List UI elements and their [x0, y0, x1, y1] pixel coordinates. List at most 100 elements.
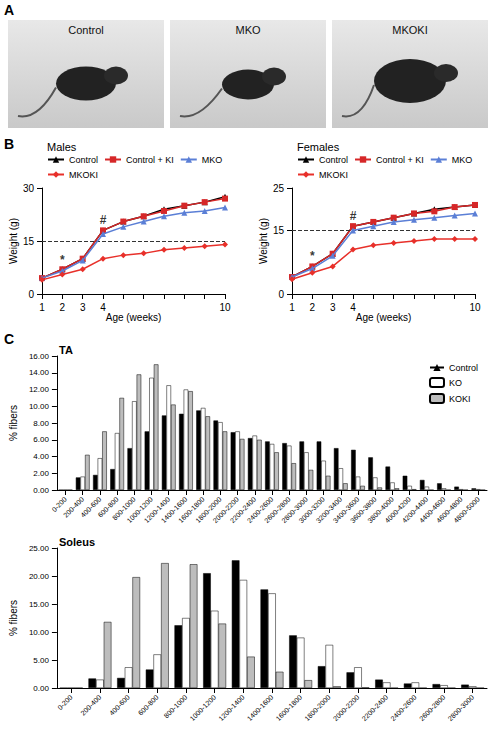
svg-text:4000-4200: 4000-4200 — [383, 495, 413, 525]
svg-text:4: 4 — [100, 302, 106, 313]
svg-text:3200-3400: 3200-3400 — [314, 495, 344, 525]
svg-text:4.00: 4.00 — [33, 452, 49, 461]
svg-text:3800-4000: 3800-4000 — [366, 495, 395, 525]
svg-text:6.00: 6.00 — [33, 435, 49, 444]
svg-text:2600-2800: 2600-2800 — [263, 495, 292, 525]
svg-text:12.00: 12.00 — [29, 385, 50, 394]
svg-text:Females: Females — [297, 141, 340, 153]
svg-text:1000-1200: 1000-1200 — [125, 495, 154, 525]
svg-text:4400-4600: 4400-4600 — [417, 495, 447, 525]
svg-text:5.00: 5.00 — [33, 656, 49, 665]
svg-text:0: 0 — [28, 289, 34, 300]
svg-text:800-1000: 800-1000 — [111, 495, 137, 522]
svg-text:1800-2000: 1800-2000 — [303, 693, 332, 722]
svg-text:MKO: MKO — [452, 155, 473, 165]
svg-text:4200-4400: 4200-4400 — [400, 495, 430, 525]
svg-text:2: 2 — [310, 302, 316, 313]
svg-text:2200-2400: 2200-2400 — [361, 693, 390, 722]
svg-text:0.00: 0.00 — [33, 486, 49, 495]
svg-text:0: 0 — [278, 289, 284, 300]
svg-text:2200-2400: 2200-2400 — [228, 495, 258, 525]
svg-text:0-200: 0-200 — [56, 693, 74, 711]
svg-text:1600-1800: 1600-1800 — [275, 693, 304, 722]
svg-text:2800-3000: 2800-3000 — [447, 693, 476, 722]
svg-text:0.00: 0.00 — [33, 684, 49, 693]
html-text:A: A — [4, 2, 15, 18]
svg-text:Age (weeks): Age (weeks) — [356, 312, 412, 323]
svg-text:0-200: 0-200 — [50, 495, 68, 514]
svg-text:MKOKI: MKOKI — [69, 170, 98, 180]
svg-text:TA: TA — [59, 344, 73, 356]
svg-text:3400-3600: 3400-3600 — [331, 495, 361, 525]
svg-text:600-800: 600-800 — [96, 495, 120, 519]
svg-text:25: 25 — [273, 183, 285, 194]
svg-text:2400-2600: 2400-2600 — [389, 693, 418, 722]
svg-text:#: # — [350, 209, 357, 223]
svg-text:MKO: MKO — [202, 155, 223, 165]
svg-text:MKOKI: MKOKI — [319, 170, 348, 180]
html-text:MKOKI: MKOKI — [392, 24, 428, 36]
svg-text:30: 30 — [23, 183, 35, 194]
svg-text:600-800: 600-800 — [137, 693, 160, 716]
svg-text:4600-4800: 4600-4800 — [435, 495, 464, 525]
svg-text:1200-1400: 1200-1400 — [142, 495, 172, 525]
svg-text:% fibers: % fibers — [8, 600, 19, 636]
svg-text:200-400: 200-400 — [62, 495, 86, 519]
svg-text:2400-2600: 2400-2600 — [245, 495, 275, 525]
svg-text:25.00: 25.00 — [29, 544, 50, 553]
svg-text:4: 4 — [350, 302, 356, 313]
svg-text:4800-5000: 4800-5000 — [452, 495, 481, 524]
svg-text:Weight (g): Weight (g) — [8, 218, 19, 264]
svg-text:3000-3200: 3000-3200 — [297, 495, 326, 525]
svg-text:2600-2800: 2600-2800 — [418, 693, 447, 722]
svg-text:*: * — [310, 249, 315, 263]
svg-text:2800-3000: 2800-3000 — [280, 495, 309, 525]
svg-text:15.00: 15.00 — [29, 600, 50, 609]
svg-text:20.00: 20.00 — [29, 572, 50, 581]
svg-text:Control + KI: Control + KI — [376, 155, 424, 165]
svg-text:1: 1 — [289, 302, 295, 313]
html-text:MKO: MKO — [235, 24, 261, 36]
svg-text:10: 10 — [469, 302, 481, 313]
svg-text:2: 2 — [60, 302, 66, 313]
svg-text:3: 3 — [330, 302, 336, 313]
svg-text:KOKI: KOKI — [449, 394, 471, 404]
svg-text:16.00: 16.00 — [29, 352, 50, 361]
svg-text:Weight (g): Weight (g) — [258, 218, 269, 264]
svg-text:1400-1600: 1400-1600 — [246, 693, 275, 722]
svg-text:2000-2200: 2000-2200 — [211, 495, 240, 525]
svg-text:14.00: 14.00 — [29, 368, 50, 377]
svg-text:2.00: 2.00 — [33, 469, 49, 478]
svg-text:Males: Males — [47, 141, 77, 153]
svg-text:400-600: 400-600 — [108, 693, 131, 716]
svg-text:800-1000: 800-1000 — [163, 693, 189, 719]
svg-text:KO: KO — [449, 378, 462, 388]
svg-text:8.00: 8.00 — [33, 419, 49, 428]
svg-text:15: 15 — [273, 225, 285, 236]
svg-text:10.00: 10.00 — [29, 628, 50, 637]
svg-text:1800-2000: 1800-2000 — [194, 495, 223, 525]
svg-text:#: # — [100, 213, 107, 227]
svg-text:10: 10 — [219, 302, 231, 313]
svg-text:15: 15 — [23, 236, 35, 247]
svg-text:200-400: 200-400 — [79, 693, 102, 716]
svg-text:*: * — [60, 253, 65, 267]
svg-text:Control: Control — [69, 155, 98, 165]
svg-text:400-600: 400-600 — [79, 495, 103, 519]
svg-text:1000-1200: 1000-1200 — [189, 693, 218, 722]
svg-text:Soleus: Soleus — [59, 536, 95, 548]
svg-text:3600-3800: 3600-3800 — [349, 495, 378, 525]
svg-text:10.00: 10.00 — [29, 402, 50, 411]
svg-text:1400-1600: 1400-1600 — [159, 495, 189, 525]
svg-text:1200-1400: 1200-1400 — [217, 693, 246, 722]
svg-text:1: 1 — [39, 302, 45, 313]
svg-text:Age (weeks): Age (weeks) — [106, 312, 162, 323]
svg-text:Control + KI: Control + KI — [126, 155, 174, 165]
html-text:Control: Control — [68, 24, 104, 36]
svg-text:Control: Control — [319, 155, 348, 165]
svg-text:% fibers: % fibers — [8, 405, 19, 441]
svg-text:1600-1800: 1600-1800 — [177, 495, 206, 525]
svg-text:3: 3 — [80, 302, 86, 313]
svg-text:2000-2200: 2000-2200 — [332, 693, 361, 722]
svg-text:Control: Control — [449, 363, 478, 373]
